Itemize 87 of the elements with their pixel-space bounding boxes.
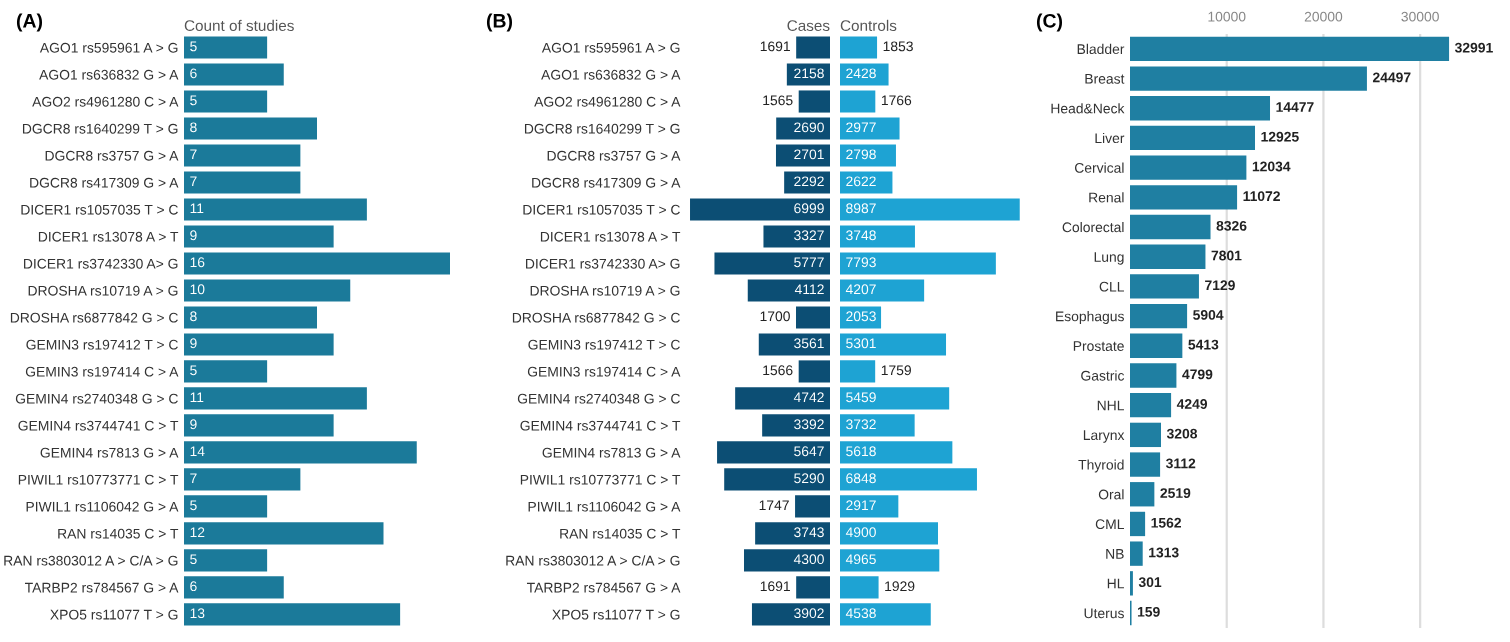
text: (B)	[486, 13, 513, 32]
bar	[744, 549, 830, 572]
bar	[1130, 96, 1271, 121]
bar	[184, 225, 334, 248]
bar	[796, 306, 830, 329]
bar	[184, 522, 384, 545]
bar	[840, 306, 882, 329]
bar	[840, 468, 977, 491]
bar	[762, 414, 830, 437]
bar	[690, 198, 830, 221]
bar	[1130, 155, 1247, 180]
bar	[840, 441, 953, 464]
bar	[184, 117, 317, 140]
bar	[1130, 452, 1161, 477]
bar	[798, 90, 830, 113]
bar	[724, 468, 830, 491]
bar	[1130, 363, 1177, 388]
bar	[1130, 244, 1206, 269]
bar	[1130, 422, 1162, 448]
bar	[840, 522, 938, 545]
bar	[840, 171, 893, 194]
bar	[184, 36, 268, 59]
bar	[775, 144, 830, 167]
bar	[184, 306, 317, 329]
bar	[840, 414, 915, 437]
bar	[840, 576, 879, 599]
bar	[840, 63, 889, 86]
bar	[1130, 541, 1143, 566]
bar	[1130, 274, 1199, 299]
chart-title: (A)	[16, 13, 43, 32]
bar	[751, 603, 830, 626]
bar	[1130, 214, 1211, 240]
bar	[184, 360, 268, 383]
bar	[184, 495, 268, 518]
bar	[840, 333, 947, 356]
bar	[1130, 303, 1188, 329]
bar	[184, 441, 417, 464]
bar	[840, 279, 925, 302]
bar	[184, 171, 301, 194]
bar	[184, 198, 367, 221]
bar	[840, 90, 876, 113]
bar	[184, 333, 334, 356]
bar	[717, 441, 830, 464]
bar	[184, 90, 268, 113]
bar	[1130, 511, 1146, 537]
bar	[840, 387, 950, 410]
bar	[840, 198, 1020, 221]
bar	[840, 117, 900, 140]
bar	[735, 387, 830, 410]
bar	[840, 603, 931, 626]
bar	[795, 495, 830, 518]
bar	[1130, 482, 1155, 507]
bar	[840, 495, 899, 518]
bar	[1130, 36, 1450, 62]
bar	[184, 387, 367, 410]
bar	[184, 468, 301, 491]
bar	[840, 252, 996, 275]
bar	[796, 36, 830, 59]
bar	[184, 63, 284, 86]
bar	[840, 225, 915, 248]
bar	[840, 549, 940, 572]
bar	[840, 360, 876, 383]
bar	[1130, 393, 1172, 418]
bar	[1130, 333, 1183, 358]
bar	[776, 117, 830, 140]
bar	[184, 144, 301, 167]
bar	[184, 603, 401, 626]
bar	[1130, 66, 1367, 91]
bar	[184, 549, 268, 572]
bar	[840, 36, 878, 59]
chart-title: (C)	[1036, 13, 1063, 32]
bar	[747, 279, 830, 302]
bar	[763, 225, 830, 248]
bar	[184, 576, 284, 599]
bar	[798, 360, 830, 383]
bar	[184, 252, 450, 275]
bar	[755, 522, 830, 545]
bar	[796, 576, 830, 599]
bar	[784, 171, 830, 194]
bar	[184, 279, 351, 302]
bar	[1130, 125, 1256, 151]
bar	[786, 63, 830, 86]
bar	[184, 414, 334, 437]
bar	[758, 333, 830, 356]
bar	[840, 144, 896, 167]
bar	[714, 252, 830, 275]
bar	[1130, 185, 1238, 210]
